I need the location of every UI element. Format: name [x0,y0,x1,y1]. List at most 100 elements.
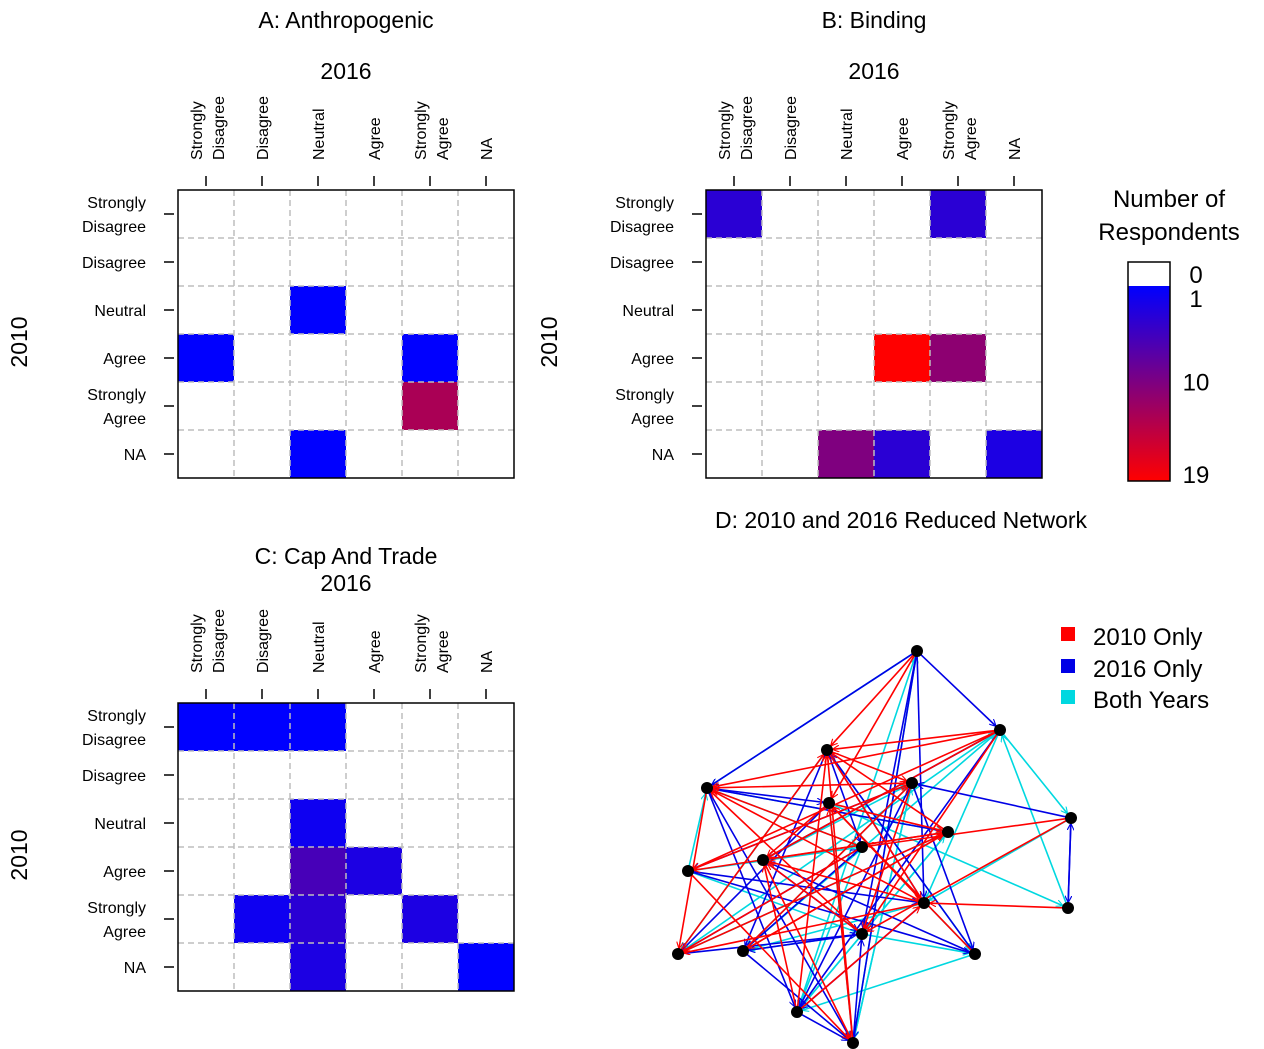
network-node [823,797,835,809]
heatmap-cell [290,847,346,895]
heatmap-cell [346,847,402,895]
x-tick-label: Agree [895,117,912,160]
heatmap-cell [706,190,762,238]
x-tick-label: Agree [435,117,452,160]
x-tick-label: Disagree [211,96,228,160]
heatmap-cell [234,703,290,751]
heatmap-cell [874,430,930,478]
colorbar-frame [1127,261,1171,482]
x-tick-label: NA [479,137,496,160]
network-edge [680,755,824,951]
network-edge [867,819,1068,931]
heatmap-cell [818,430,874,478]
heatmap-cell [290,430,346,478]
network-edge [864,787,912,929]
colorbar-gradient-band [1128,286,1170,481]
y-axis-label: 2010 [6,829,32,880]
network-edge [916,655,924,897]
network-edge [692,871,969,952]
network-edge [832,753,945,830]
x-tick-label: Neutral [311,621,328,673]
network-edge [833,803,942,830]
x-tick-label: Disagree [783,96,800,160]
network-edge [768,805,826,856]
network-edge [749,903,920,949]
network-edge [682,805,827,950]
network-node [856,841,868,853]
network-edge [711,789,918,900]
heatmap-cell [290,943,346,991]
network-edge [681,733,995,952]
legend-label: 2010 Only [1093,624,1202,651]
y-tick-label: Strongly [615,195,674,212]
network-edge [918,784,1067,818]
heatmap-cell [234,895,290,943]
network-node [918,897,930,909]
y-tick-label: Strongly [87,195,146,212]
y-tick-label: Neutral [94,816,146,833]
network-edge [708,792,795,1007]
colorbar-tick-label: 0 [1189,262,1202,289]
network-edge [746,953,849,1039]
network-edge [1068,824,1071,904]
y-tick-label: Agree [631,411,674,428]
legend-swatch [1061,627,1075,641]
network-edge [854,655,917,1037]
network-edge [832,654,916,797]
network-node [1062,902,1074,914]
x-axis-label: 2016 [848,58,899,84]
x-axis-label: 2016 [320,570,371,596]
network-node [969,948,981,960]
network-edge [764,864,850,1037]
x-tick-label: Strongly [189,614,206,673]
colorbar-zero-band [1128,262,1170,286]
y-tick-label: Strongly [615,387,674,404]
network-edge [920,653,996,725]
heatmap-cell [874,334,930,382]
network-edge [693,731,996,868]
x-tick-label: NA [479,650,496,673]
y-tick-label: NA [124,447,147,464]
colorbar-title: Respondents [1098,219,1239,246]
network-edge [690,874,848,1039]
y-tick-label: Disagree [610,255,674,272]
network-edge [796,756,827,1008]
network-edge [803,954,971,1011]
y-tick-label: Neutral [622,303,674,320]
network-edge [833,729,996,750]
y-tick-label: Disagree [82,732,146,749]
colorbar-tick-label: 19 [1183,462,1210,489]
heatmap-cell [290,895,346,943]
y-tick-label: Strongly [87,387,146,404]
x-tick-label: Disagree [255,96,272,160]
network-edge [711,787,823,803]
legend-label: 2016 Only [1093,656,1202,683]
heatmap-cell [290,703,346,751]
network-edge [682,834,943,953]
heatmap-cell [402,382,458,430]
y-tick-label: Strongly [87,708,146,725]
network-edge [713,782,908,788]
x-tick-label: Strongly [189,101,206,160]
network-edge [800,907,920,1010]
x-tick-label: Disagree [255,609,272,673]
colorbar-title: Number of [1113,186,1225,213]
network-edge [833,807,973,951]
y-tick-label: Agree [631,351,674,368]
network-edge [926,734,999,898]
network-edge [745,754,826,946]
x-tick-label: Strongly [413,614,430,673]
network-node [1065,812,1077,824]
network-edge [829,753,921,898]
x-tick-label: Agree [435,630,452,673]
network-edge [852,940,861,1039]
network-edge [764,866,797,1008]
x-tick-label: Agree [367,117,384,160]
colorbar-tick-label: 1 [1189,286,1202,313]
y-tick-label: Disagree [82,768,146,785]
network-node [737,945,749,957]
network-panel: D: 2010 and 2016 Reduced Network 2010 Onl… [672,507,1209,1049]
y-tick-label: Agree [103,924,146,941]
